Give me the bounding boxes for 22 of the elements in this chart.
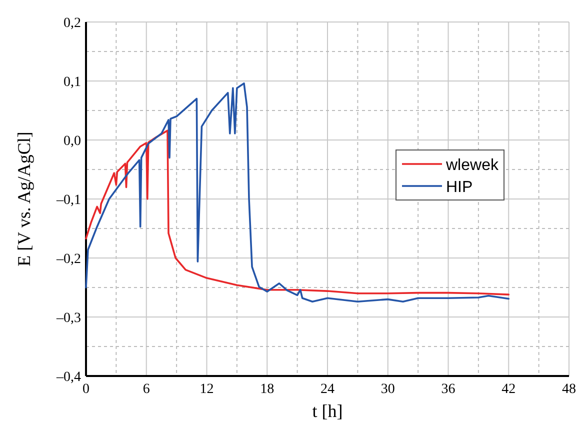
legend-label: wlewek — [445, 157, 500, 174]
x-tick-label: 42 — [502, 382, 516, 397]
x-tick-label: 48 — [562, 382, 576, 397]
y-axis-title: E [V vs. Ag/AgCl] — [14, 132, 34, 266]
x-tick-label: 0 — [82, 382, 90, 397]
y-tick-label: 0,0 — [64, 134, 81, 149]
x-tick-label: 30 — [380, 382, 395, 397]
y-tick-label: –0,4 — [56, 370, 81, 385]
x-tick-label: 24 — [320, 382, 334, 397]
x-tick-label: 36 — [441, 382, 456, 397]
x-tick-label: 12 — [200, 382, 214, 397]
y-tick-label: –0,1 — [56, 193, 81, 208]
y-tick-label: –0,2 — [56, 252, 81, 267]
y-tick-label: 0,1 — [64, 75, 81, 90]
x-tick-label: 6 — [142, 382, 150, 397]
x-tick-label: 18 — [260, 382, 274, 397]
x-axis-title: t [h] — [312, 401, 343, 421]
y-tick-label: –0,3 — [56, 311, 81, 326]
y-tick-label: 0,2 — [64, 16, 81, 31]
line-series — [85, 82, 510, 303]
legend-label: HIP — [446, 179, 473, 196]
line-series — [85, 130, 510, 296]
